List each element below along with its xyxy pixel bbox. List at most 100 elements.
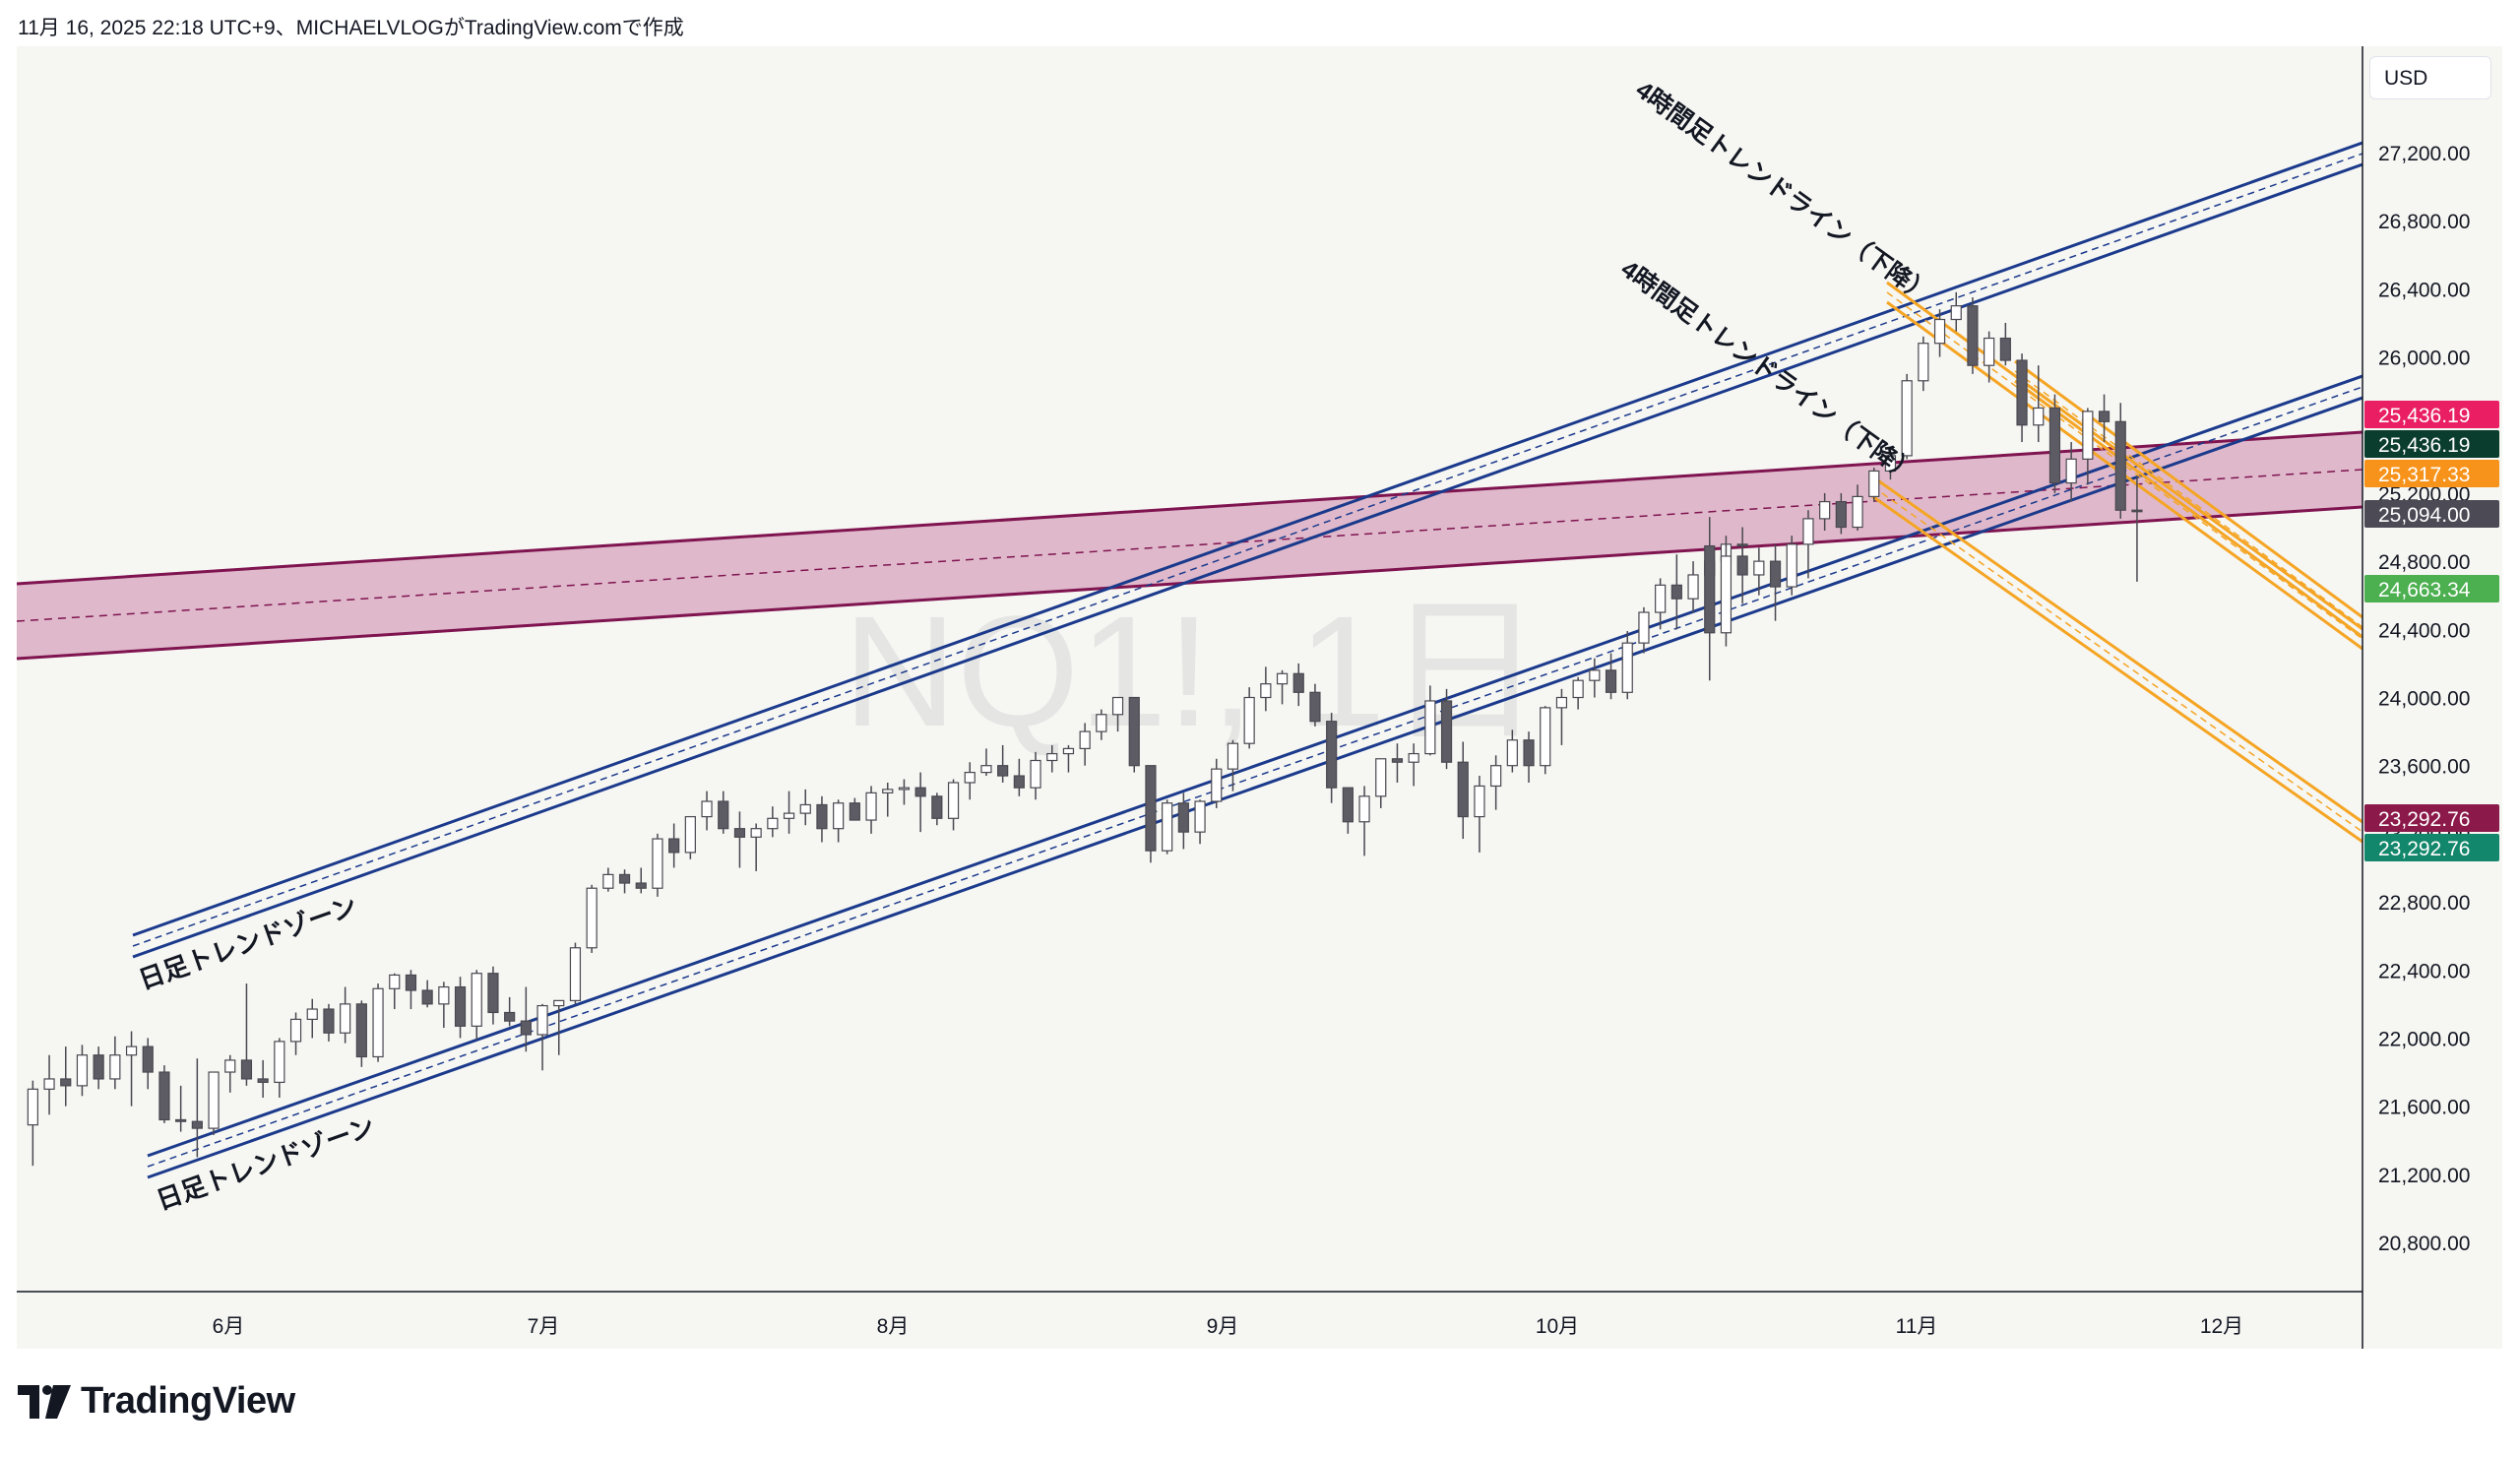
candle-body <box>421 989 433 1005</box>
y-tick-label: 24,000.00 <box>2378 688 2470 711</box>
candle-body <box>1572 679 1584 699</box>
candle-body <box>1884 455 1897 473</box>
candle-body <box>2048 407 2061 484</box>
tradingview-logo[interactable]: TradingView <box>18 1380 295 1423</box>
price-label-text: 24,663.34 <box>2378 579 2471 602</box>
candle-body <box>1769 560 1782 588</box>
candle-body <box>684 815 696 854</box>
lower-trend-channel <box>147 374 2362 1179</box>
y-tick-label: 26,000.00 <box>2378 348 2470 370</box>
candle-body <box>2098 411 2110 422</box>
upper-trend-channel <box>132 141 2362 959</box>
candle-body <box>175 1118 187 1122</box>
candle-body <box>1984 337 1995 366</box>
y-tick-label: 26,800.00 <box>2378 211 2470 233</box>
candle-body <box>1589 669 1601 681</box>
price-label-badge: 25,094.00 <box>2364 500 2499 528</box>
candle-body <box>504 1011 516 1022</box>
candle-body <box>355 1003 367 1058</box>
price-label-badge: 25,436.19 <box>2364 401 2499 428</box>
candle-body <box>1424 700 1436 755</box>
price-label-text: 25,317.33 <box>2378 464 2470 486</box>
x-tick-label: 12月 <box>2200 1315 2243 1338</box>
x-tick-label: 6月 <box>213 1315 245 1338</box>
candle-body <box>1440 700 1453 763</box>
candle-body <box>2082 411 2094 460</box>
candle-body <box>520 1020 532 1036</box>
candle-body <box>224 1059 236 1073</box>
candle-body <box>1835 500 1847 529</box>
price-label-text: 25,436.19 <box>2378 434 2470 457</box>
candle-body <box>142 1045 154 1073</box>
price-label-bg <box>2364 430 2499 458</box>
y-tick-label: 26,400.00 <box>2378 279 2470 301</box>
candle-body <box>1111 696 1124 716</box>
candle-body <box>1933 318 1946 345</box>
price-label-badge: 23,292.76 <box>2364 834 2499 861</box>
y-tick-label: 22,400.00 <box>2378 960 2470 982</box>
price-label-bg <box>2364 804 2499 832</box>
candle-body <box>602 873 614 889</box>
x-tick-label: 11月 <box>1896 1315 1938 1338</box>
candle-body <box>1128 696 1140 767</box>
candle-body <box>816 803 828 830</box>
candlestick-chart[interactable]: NQ1!, 1日日足トレンドゾーン日足トレンドゾーン4時間足トレンドライン（下降… <box>17 46 2502 1349</box>
orange-down-channel-lower-upper <box>1871 475 2362 824</box>
candle-body <box>1145 765 1157 852</box>
candle-body <box>1720 555 1732 634</box>
candle-body <box>1260 683 1272 699</box>
candle-body <box>438 985 450 1005</box>
candle-body <box>882 789 894 793</box>
candle-body <box>1506 739 1518 767</box>
candle-body <box>767 817 779 830</box>
y-tick-label: 20,800.00 <box>2378 1233 2470 1255</box>
y-tick-label: 22,000.00 <box>2378 1028 2470 1050</box>
orange-down-channel-mid-upper <box>2014 359 2362 619</box>
candle-body <box>1013 775 1025 789</box>
candle-body <box>536 1004 548 1036</box>
candle-body <box>1670 584 1682 600</box>
candle-body <box>1555 696 1568 709</box>
candle-body <box>997 765 1009 777</box>
candle-body <box>1326 721 1338 789</box>
candle-body <box>1852 495 1863 529</box>
candle-body <box>1474 785 1485 818</box>
orange-down-channel-lower-lower <box>1871 494 2362 844</box>
price-label-bg <box>2364 834 2499 861</box>
candle-body <box>849 802 860 821</box>
y-tick-label: 22,800.00 <box>2378 892 2470 915</box>
chart-area[interactable]: NQ1!, 1日 日足トレンドゾーン 日足トレンドゾーン 4時間足トレンドライン（下降… <box>17 46 2502 1349</box>
candle-body <box>76 1054 89 1087</box>
orange-down-channel-lower-mid <box>1871 485 2362 833</box>
upper-trend-channel-mid <box>132 153 2362 947</box>
candle-body <box>274 1041 285 1084</box>
currency-selector[interactable]: USD <box>2369 56 2491 99</box>
price-label-bg <box>2364 401 2499 428</box>
candle-body <box>1408 752 1419 763</box>
candle-body <box>1177 802 1189 833</box>
candle-body <box>1704 544 1716 634</box>
candle-body <box>208 1071 220 1129</box>
y-tick-label: 21,200.00 <box>2378 1165 2470 1187</box>
candle-body <box>1046 752 1058 762</box>
candle-body <box>405 974 417 991</box>
lower-trend-channel-mid <box>147 386 2362 1168</box>
orange-down-channel-lower <box>1871 475 2362 844</box>
candle-body <box>43 1078 55 1090</box>
y-tick-label: 24,400.00 <box>2378 619 2470 642</box>
candle-body <box>1819 500 1831 520</box>
candle-body <box>586 887 598 949</box>
y-tick-label: 23,600.00 <box>2378 756 2470 779</box>
candle-body <box>1540 707 1551 767</box>
candle-body <box>257 1078 269 1084</box>
candle-body <box>799 803 811 814</box>
price-label-text: 25,436.19 <box>2378 405 2470 427</box>
candle-body <box>783 812 795 819</box>
candle-body <box>1802 518 1814 545</box>
candle-body <box>389 974 401 989</box>
candle-body <box>1162 802 1173 852</box>
candle-body <box>1999 337 2011 361</box>
candle-body <box>2131 509 2143 513</box>
zone-top-line <box>17 430 2362 586</box>
candle-body <box>340 1003 351 1034</box>
